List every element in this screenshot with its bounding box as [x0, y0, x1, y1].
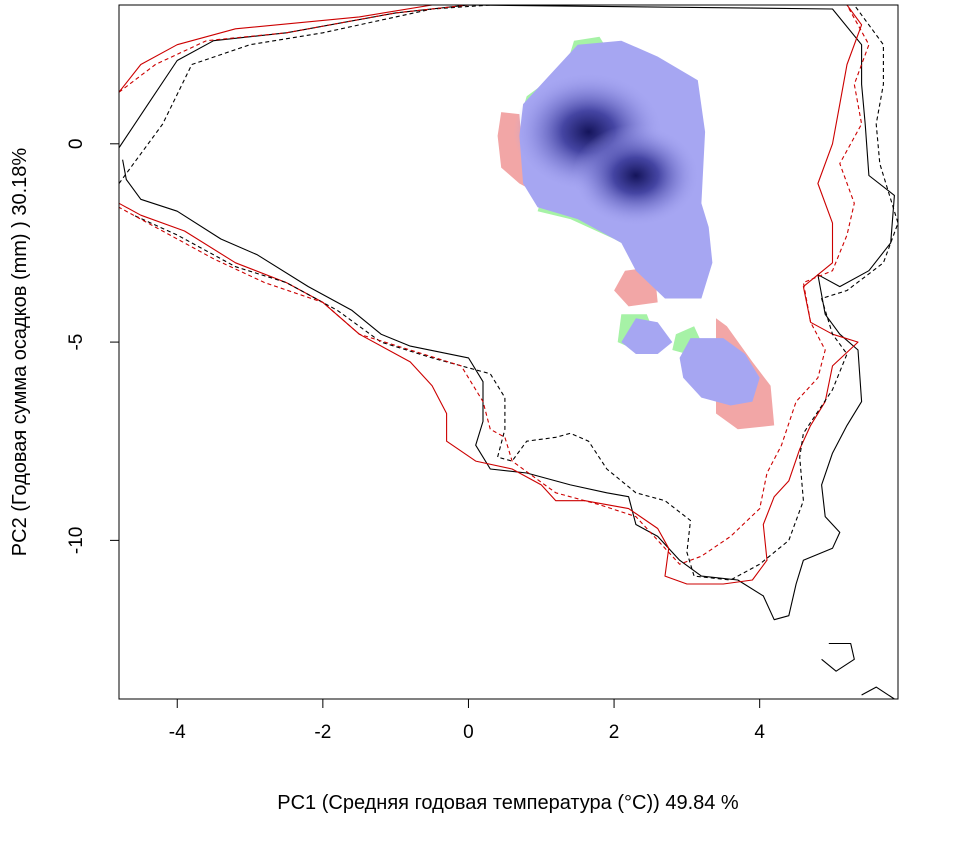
y-tick-label: -5	[66, 334, 87, 351]
x-tick-label: 2	[609, 722, 620, 743]
plot-frame	[118, 4, 899, 700]
y-axis: 0 -5 -10	[66, 139, 119, 554]
envelope-a-solid-0	[119, 5, 895, 621]
y-tick-label: 0	[66, 139, 87, 150]
density-peak-1	[572, 124, 700, 227]
density-region-8	[621, 318, 673, 354]
y-tick-label: -10	[66, 527, 87, 554]
y-axis-title: PC2 (Годовая сумма осадков (mm) ) 30.18%	[9, 148, 31, 557]
plot-area	[119, 5, 898, 699]
density-region-9	[679, 338, 760, 406]
envelope-b-dashed-3	[119, 5, 870, 565]
x-tick-label: -2	[314, 722, 331, 743]
envelope-a-dashed-2	[119, 5, 898, 581]
envelope-b-solid-1	[119, 5, 863, 585]
envelope-a-solid-5	[861, 686, 895, 699]
density-peaks	[513, 71, 700, 227]
x-axis-title: PC1 (Средняя годовая температура (°C)) 4…	[277, 792, 739, 814]
x-tick-label: 4	[754, 722, 765, 743]
envelope-a-solid-4	[821, 642, 855, 672]
envelopes	[119, 5, 898, 699]
x-tick-label: 0	[463, 722, 474, 743]
x-axis: -4 -2 0 2 4	[169, 698, 765, 743]
x-tick-label: -4	[169, 722, 186, 743]
